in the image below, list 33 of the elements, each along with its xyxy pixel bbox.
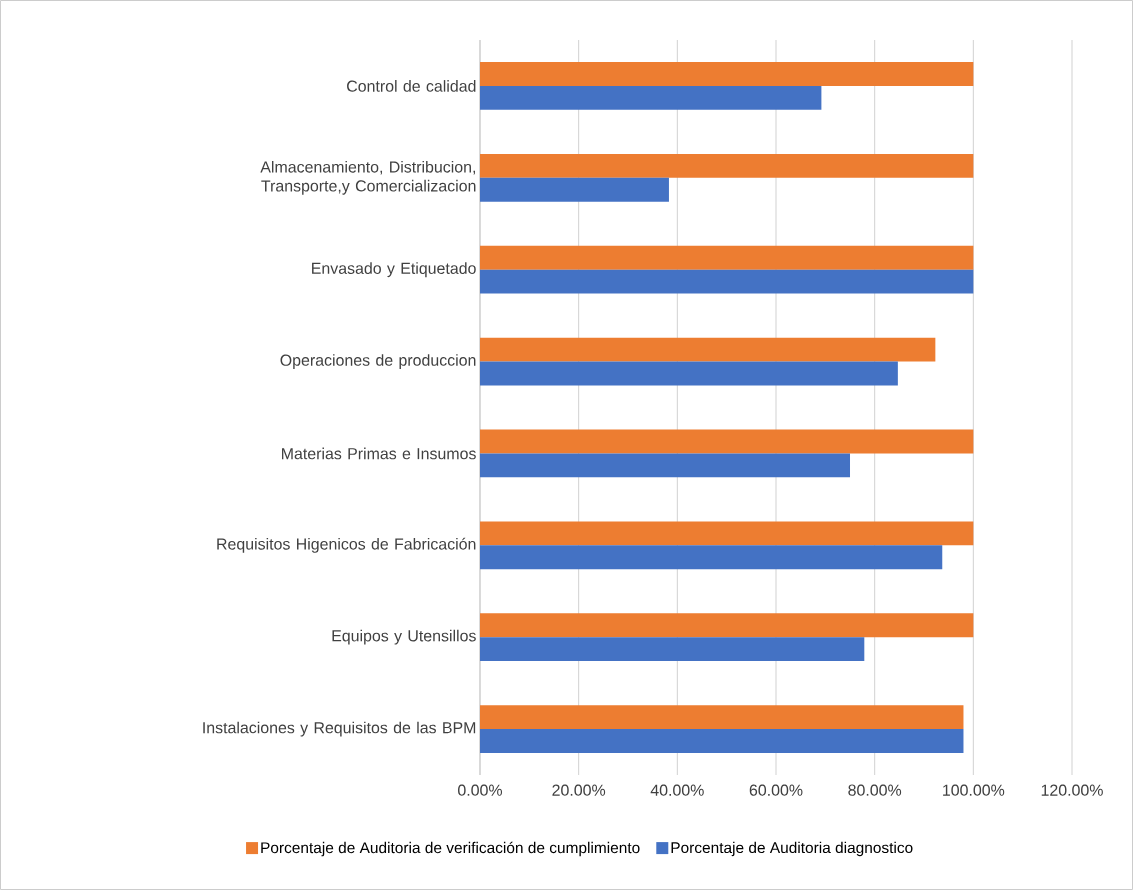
x-tick-label: 0.00%	[458, 784, 503, 796]
x-tick-label: 40.00%	[650, 784, 704, 796]
bar	[480, 545, 943, 570]
x-tick-label: 100.00%	[943, 784, 1005, 796]
y-tick-label: Control de calidad	[347, 80, 476, 92]
bar	[480, 269, 974, 294]
bar	[480, 361, 898, 386]
bar	[480, 637, 865, 662]
bar	[480, 153, 974, 178]
x-tick-label: 80.00%	[848, 784, 902, 796]
bar	[480, 62, 974, 86]
bar	[480, 177, 669, 202]
bar	[480, 729, 964, 753]
y-tick-label: Instalaciones y Requisitos de las BPM	[203, 721, 476, 737]
bar	[480, 85, 822, 110]
y-tick-label: Equipos y Utensillos	[332, 629, 476, 645]
bar	[480, 521, 974, 546]
bar	[480, 245, 974, 270]
legend-label: Porcentaje de Auditoria de verificación de cumplimiento	[261, 841, 640, 857]
bar	[480, 453, 850, 478]
y-tick-label: Almacenamiento, Distribucion, Transporte,y Comercializacion	[260, 160, 476, 195]
x-tick-label: 20.00%	[552, 784, 606, 796]
y-tick-label: Operaciones de produccion	[280, 354, 476, 369]
bar	[480, 613, 974, 638]
x-tick-label: 120.00%	[1041, 784, 1103, 796]
bar	[480, 429, 974, 454]
bar	[480, 337, 936, 362]
legend-label: Porcentaje de Auditoria diagnostico	[671, 841, 913, 857]
x-tick-label: 60.00%	[749, 784, 803, 796]
y-tick-label: Envasado y Etiquetado	[312, 262, 476, 278]
y-tick-label: Materias Primas e Insumos	[282, 447, 476, 460]
bar	[480, 705, 964, 730]
y-tick-label: Requisitos Higenicos de Fabricación	[217, 537, 476, 553]
